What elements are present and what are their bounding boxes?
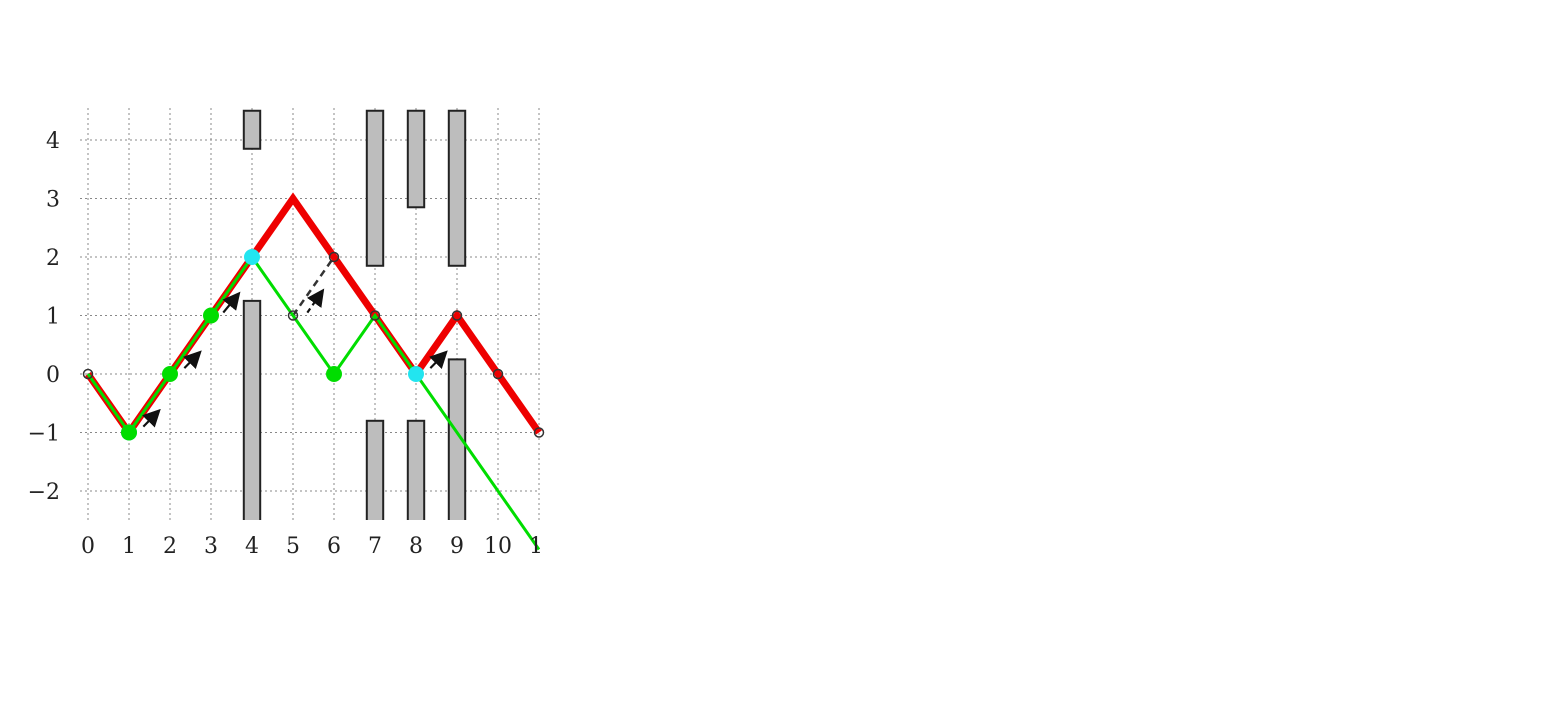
green-marker <box>121 424 137 441</box>
cyan-marker <box>244 249 260 265</box>
obstacle-bar <box>365 109 385 267</box>
y-tick-label: 2 <box>46 246 60 271</box>
arrow <box>222 291 241 314</box>
y-tick-label: 1 <box>46 305 60 330</box>
obstacle-bar <box>447 109 467 267</box>
dashed-arrow <box>306 288 325 314</box>
green-marker <box>162 366 178 382</box>
obstacle-bar <box>365 419 385 520</box>
y-tick-label: 4 <box>46 129 60 154</box>
obstacle-bar <box>406 419 426 520</box>
x-tick-label: 3 <box>204 534 218 559</box>
arrow <box>429 350 448 370</box>
dashed-path <box>291 256 336 317</box>
point-markers <box>82 249 545 441</box>
obstacles <box>242 109 467 520</box>
arrows <box>142 288 448 428</box>
x-tick-label: 5 <box>286 534 300 559</box>
y-tick-label: −2 <box>28 480 60 505</box>
y-tick-label: 3 <box>46 188 60 213</box>
cyan-marker <box>408 366 424 382</box>
grid <box>80 108 540 520</box>
x-tick-label: 10 <box>484 534 512 559</box>
y-tick-label: 0 <box>46 363 60 388</box>
x-tick-label: 0 <box>81 534 95 559</box>
obstacle-bar <box>242 299 262 520</box>
x-tick-label: 8 <box>409 534 423 559</box>
obstacle-bar <box>406 109 426 209</box>
x-tick-label: 6 <box>327 534 341 559</box>
obstacle-bar <box>242 109 262 150</box>
open-point <box>492 368 504 380</box>
open-point <box>328 251 340 263</box>
open-point <box>369 310 381 321</box>
arrow <box>183 350 202 370</box>
x-tick-label: 1 <box>122 534 136 559</box>
open-point <box>533 427 545 438</box>
x-tick-label: 7 <box>368 534 382 559</box>
x-tick-label: 1 <box>529 534 543 559</box>
open-point <box>82 368 94 380</box>
open-point <box>451 310 463 321</box>
x-tick-label: 2 <box>163 534 177 559</box>
green-marker <box>326 366 342 382</box>
x-tick-label: 9 <box>450 534 464 559</box>
series-line-green <box>86 254 540 551</box>
green-marker <box>203 307 219 324</box>
arrow <box>142 408 161 428</box>
y-tick-label: −1 <box>28 422 60 447</box>
x-axis-ticks: 0 1 2 3 4 5 6 7 8 9 10 1 <box>81 534 543 559</box>
y-axis-ticks: −2 −1 0 1 2 3 4 <box>28 129 60 505</box>
open-point <box>287 310 299 321</box>
series-lines <box>85 192 542 551</box>
x-tick-label: 4 <box>245 534 259 559</box>
